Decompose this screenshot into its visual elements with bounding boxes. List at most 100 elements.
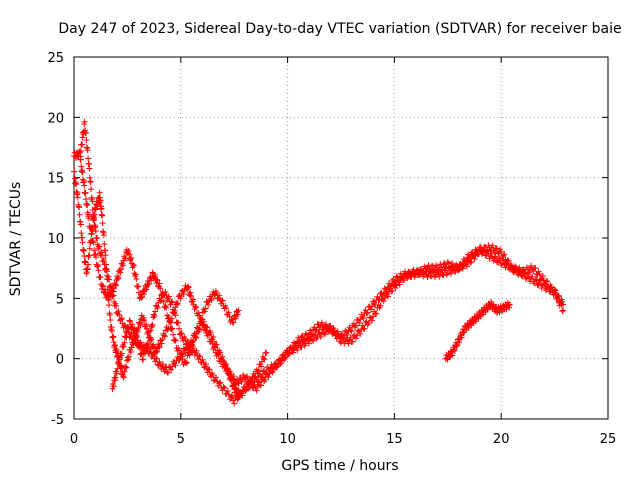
data-point <box>497 246 504 253</box>
data-point <box>396 281 403 288</box>
data-point <box>225 367 232 374</box>
data-point <box>112 282 119 289</box>
data-point <box>78 163 85 170</box>
data-point <box>101 240 108 247</box>
data-point <box>169 363 176 370</box>
data-point <box>85 261 92 268</box>
data-point <box>500 306 507 313</box>
data-point <box>153 355 160 362</box>
data-point <box>216 292 223 299</box>
data-point <box>221 385 228 392</box>
data-point <box>216 380 223 387</box>
data-point <box>452 262 459 269</box>
data-point <box>536 271 543 278</box>
data-point <box>123 334 130 341</box>
data-point <box>145 340 152 347</box>
data-point <box>324 326 331 333</box>
data-point <box>176 347 183 354</box>
data-point <box>100 256 107 263</box>
data-point <box>94 235 101 242</box>
data-point <box>159 336 166 343</box>
data-point <box>174 300 181 307</box>
data-point <box>491 254 498 261</box>
data-point <box>349 338 356 345</box>
data-point <box>84 202 91 209</box>
data-point <box>189 296 196 303</box>
data-point <box>136 320 143 327</box>
data-point <box>112 281 119 288</box>
data-point <box>152 308 159 315</box>
data-point <box>360 315 367 322</box>
data-point <box>193 304 200 311</box>
y-tick-label: 0 <box>56 353 64 368</box>
data-point <box>100 232 107 239</box>
data-point <box>213 374 220 381</box>
data-point <box>92 251 99 258</box>
data-point <box>256 381 263 388</box>
data-point <box>305 340 312 347</box>
data-point <box>105 295 112 302</box>
data-point <box>251 381 258 388</box>
data-point <box>123 328 130 335</box>
data-point <box>440 272 447 279</box>
data-point <box>481 247 488 254</box>
data-point <box>544 278 551 285</box>
data-point <box>307 327 314 334</box>
data-point <box>281 356 288 363</box>
data-point <box>310 337 317 344</box>
data-point <box>291 339 298 346</box>
data-point <box>208 297 215 304</box>
data-point <box>105 273 112 280</box>
data-point <box>79 169 86 176</box>
data-point <box>268 368 275 375</box>
data-point <box>468 258 475 265</box>
data-point <box>207 329 214 336</box>
data-point <box>384 293 391 300</box>
data-point <box>144 344 151 351</box>
data-point <box>90 239 97 246</box>
data-point <box>158 297 165 304</box>
data-point <box>525 269 532 276</box>
y-tick-label: -5 <box>51 413 64 428</box>
data-point <box>519 266 526 273</box>
data-point <box>97 274 104 281</box>
data-point <box>171 307 178 314</box>
data-point <box>166 318 173 325</box>
data-point <box>154 348 161 355</box>
data-point <box>76 204 83 211</box>
data-point <box>413 267 420 274</box>
data-point <box>117 269 124 276</box>
data-point <box>478 250 485 257</box>
data-point <box>141 347 148 354</box>
data-point <box>277 360 284 367</box>
data-point <box>365 319 372 326</box>
data-point <box>116 312 123 319</box>
x-tick-label: 15 <box>386 432 403 447</box>
data-point <box>129 321 136 328</box>
data-point <box>97 197 104 204</box>
data-point <box>201 308 208 315</box>
data-point <box>154 304 161 311</box>
data-point <box>203 361 210 368</box>
data-point <box>146 280 153 287</box>
data-point <box>272 364 279 371</box>
data-point <box>514 269 521 276</box>
y-tick-label: 20 <box>47 111 64 126</box>
data-point <box>289 344 296 351</box>
data-point <box>88 186 95 193</box>
data-point <box>308 330 315 337</box>
data-point <box>99 282 106 289</box>
data-point <box>82 189 89 196</box>
data-point <box>532 276 539 283</box>
data-point <box>225 309 232 316</box>
data-point <box>366 314 373 321</box>
data-point <box>132 273 139 280</box>
data-point <box>296 338 303 345</box>
data-point <box>363 310 370 317</box>
series-track-c <box>77 156 270 400</box>
data-point <box>87 224 94 231</box>
data-point <box>429 263 436 270</box>
data-point <box>103 261 110 268</box>
data-point <box>534 282 541 289</box>
data-point <box>392 284 399 291</box>
